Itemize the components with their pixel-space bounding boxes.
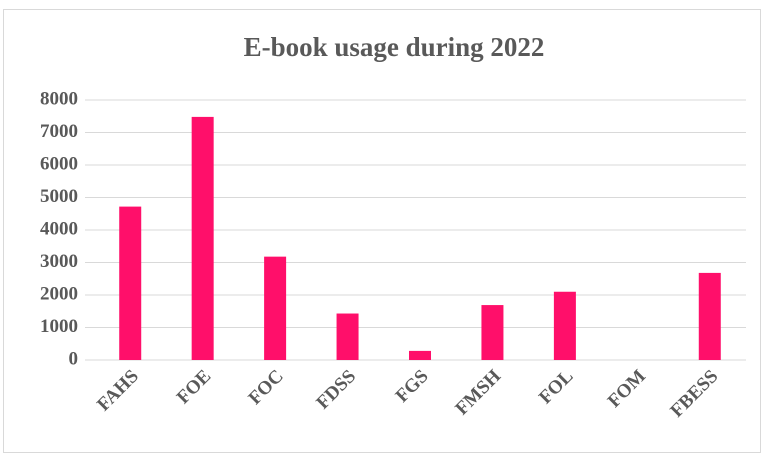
bar — [698, 272, 721, 360]
bar — [264, 256, 287, 360]
y-tick-label: 5000 — [40, 186, 78, 207]
y-tick-label: 1000 — [40, 316, 78, 337]
bar — [336, 313, 359, 360]
y-tick-label: 8000 — [40, 88, 78, 109]
bar — [191, 116, 214, 361]
y-tick-label: 4000 — [40, 218, 78, 239]
y-tick-label: 0 — [69, 348, 79, 369]
y-tick-label: 6000 — [40, 153, 78, 174]
bar — [409, 350, 431, 360]
y-tick-label: 7000 — [40, 121, 78, 142]
y-tick-label: 3000 — [40, 251, 78, 272]
y-tick-label: 2000 — [40, 283, 78, 304]
bar — [481, 305, 504, 360]
chart-title: E-book usage during 2022 — [244, 32, 545, 62]
bar — [119, 206, 142, 360]
bar — [553, 291, 576, 360]
